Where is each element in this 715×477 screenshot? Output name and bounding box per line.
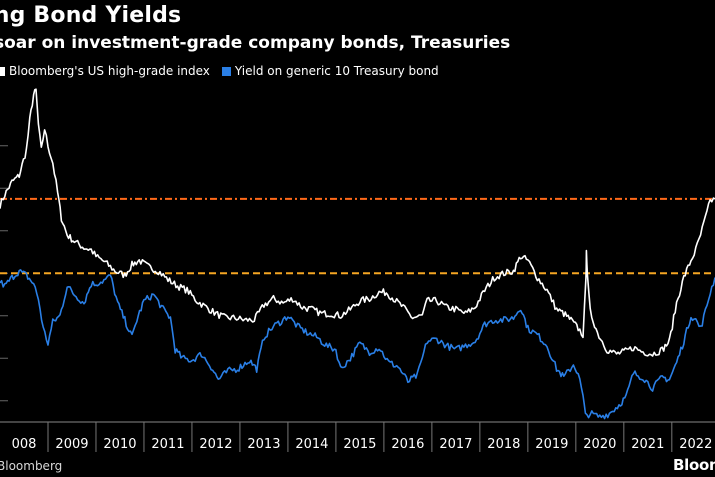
x-tick-label-12: 2020 <box>583 437 616 452</box>
legend-label-treasury: Yield on generic 10 Treasury bond <box>234 64 439 78</box>
series-line-0 <box>0 88 715 357</box>
reference-lines <box>0 197 715 275</box>
x-tick-label-14: 2022 <box>679 437 712 452</box>
series-lines <box>0 88 715 420</box>
x-tick-label-8: 2016 <box>391 437 424 452</box>
x-tick-label-13: 2021 <box>631 437 664 452</box>
x-tick-label-1: 2009 <box>55 437 88 452</box>
x-tick-label-9: 2017 <box>439 437 472 452</box>
x-tick-label-6: 2014 <box>295 437 328 452</box>
chart-subtitle: soar on investment-grade company bonds, … <box>0 33 511 53</box>
series-line-1 <box>0 269 715 420</box>
legend-swatch-treasury <box>221 66 231 76</box>
bloomberg-logo: Bloom <box>673 456 715 474</box>
legend-item-high-grade: Bloomberg's US high-grade index <box>0 64 210 78</box>
x-tick-label-4: 2012 <box>199 437 232 452</box>
x-tick-label-3: 2011 <box>151 437 184 452</box>
legend-item-treasury: Yield on generic 10 Treasury bond <box>221 64 439 78</box>
x-axis: 008 2009 2010 2011 2012 2013 2014 2015 2016 2017 2… <box>0 421 715 452</box>
source-note: Bloomberg <box>0 459 63 473</box>
chart-title: ing Bond Yields <box>0 3 182 28</box>
x-tick-label-7: 2015 <box>343 437 376 452</box>
legend: Bloomberg's US high-grade index Yield on… <box>0 64 451 78</box>
legend-label-high-grade: Bloomberg's US high-grade index <box>9 64 210 78</box>
x-tick-label-10: 2018 <box>487 437 520 452</box>
x-tick-label-5: 2013 <box>247 437 280 452</box>
x-tick-label-2: 2010 <box>103 437 136 452</box>
legend-swatch-high-grade <box>0 66 5 76</box>
x-tick-label-0: 008 <box>12 437 37 452</box>
x-tick-label-11: 2019 <box>535 437 568 452</box>
